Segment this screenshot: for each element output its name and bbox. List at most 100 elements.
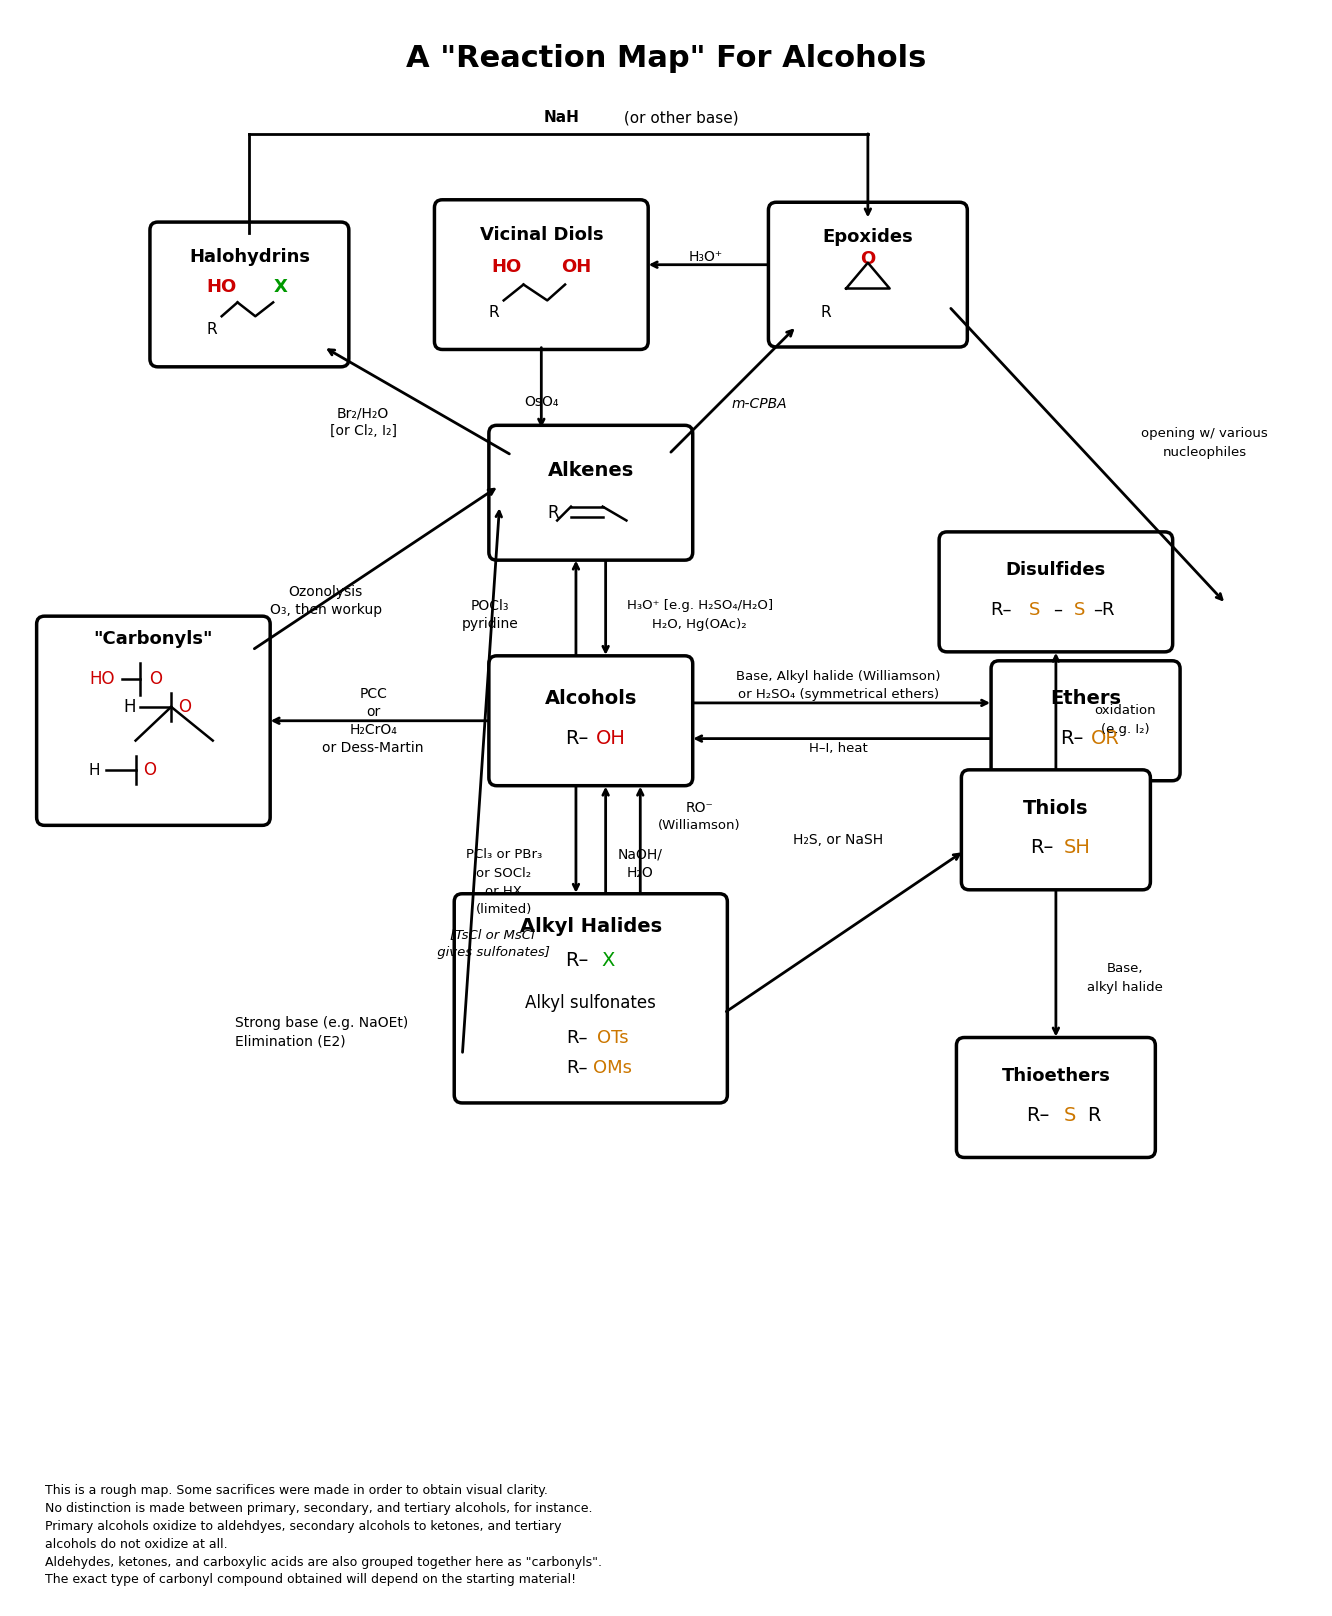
FancyBboxPatch shape [956, 1037, 1155, 1157]
Text: (e.g. I₂): (e.g. I₂) [1100, 724, 1150, 737]
Text: O: O [178, 698, 192, 716]
Text: Primary alcohols oxidize to aldehdyes, secondary alcohols to ketones, and tertia: Primary alcohols oxidize to aldehdyes, s… [44, 1519, 561, 1534]
Text: H: H [124, 698, 136, 716]
Text: R: R [206, 322, 217, 336]
Text: R–: R– [991, 601, 1012, 619]
Text: R–: R– [1031, 839, 1054, 856]
Text: Epoxides: Epoxides [822, 228, 914, 246]
Text: Base, Alkyl halide (Williamson): Base, Alkyl halide (Williamson) [737, 669, 940, 682]
Text: OsO₄: OsO₄ [523, 394, 558, 409]
Text: alcohols do not oxidize at all.: alcohols do not oxidize at all. [44, 1538, 228, 1551]
Text: OR: OR [1091, 729, 1120, 748]
Text: H₂O: H₂O [627, 866, 654, 881]
FancyBboxPatch shape [151, 221, 349, 367]
Text: H: H [88, 763, 100, 777]
Text: S: S [1063, 1105, 1076, 1125]
Text: m-CPBA: m-CPBA [731, 396, 787, 410]
Text: R–: R– [1060, 729, 1083, 748]
Text: R–: R– [1027, 1105, 1050, 1125]
Text: H₂O, Hg(OAc)₂: H₂O, Hg(OAc)₂ [653, 617, 747, 632]
Text: Halohydrins: Halohydrins [189, 247, 310, 265]
Text: NaOH/: NaOH/ [618, 848, 663, 861]
Text: POCl₃: POCl₃ [470, 600, 509, 612]
Text: R: R [547, 504, 559, 522]
Text: H₃O⁺ [e.g. H₂SO₄/H₂O]: H₃O⁺ [e.g. H₂SO₄/H₂O] [626, 600, 773, 612]
FancyBboxPatch shape [489, 656, 693, 785]
Text: R: R [1087, 1105, 1100, 1125]
Text: gives sulfonates]: gives sulfonates] [433, 947, 550, 960]
FancyBboxPatch shape [991, 661, 1180, 781]
Text: R–: R– [566, 1058, 587, 1076]
Text: "Carbonyls": "Carbonyls" [93, 630, 213, 648]
Text: PCl₃ or PBr₃: PCl₃ or PBr₃ [466, 848, 542, 861]
Text: Base,: Base, [1107, 962, 1143, 974]
FancyBboxPatch shape [37, 616, 270, 826]
Text: Br₂/H₂O: Br₂/H₂O [337, 406, 389, 420]
Text: A "Reaction Map" For Alcohols: A "Reaction Map" For Alcohols [406, 44, 926, 73]
Text: HO: HO [492, 257, 522, 276]
Text: O: O [143, 761, 156, 779]
Text: Alcohols: Alcohols [545, 690, 637, 708]
Text: oxidation: oxidation [1095, 705, 1156, 718]
Text: HO: HO [89, 671, 115, 688]
Text: (or other base): (or other base) [618, 110, 738, 126]
Text: Disulfides: Disulfides [1006, 561, 1106, 579]
Text: H₂S, or NaSH: H₂S, or NaSH [793, 832, 883, 847]
Text: opening w/ various: opening w/ various [1142, 427, 1268, 440]
Text: Ozonolysis: Ozonolysis [289, 585, 362, 600]
Text: Ethers: Ethers [1050, 690, 1122, 708]
Text: H₂CrO₄: H₂CrO₄ [349, 722, 397, 737]
FancyBboxPatch shape [454, 894, 727, 1104]
Text: No distinction is made between primary, secondary, and tertiary alcohols, for in: No distinction is made between primary, … [44, 1501, 591, 1514]
Text: Thiols: Thiols [1023, 798, 1088, 818]
Text: OTs: OTs [597, 1029, 629, 1047]
Text: PCC: PCC [360, 687, 388, 701]
Text: alkyl halide: alkyl halide [1087, 981, 1163, 994]
Text: or: or [366, 705, 380, 719]
Text: RO⁻: RO⁻ [686, 802, 714, 814]
Text: Alkyl Halides: Alkyl Halides [519, 918, 662, 936]
Text: H–I, heat: H–I, heat [809, 742, 867, 755]
Text: (limited): (limited) [476, 903, 531, 916]
Text: or HX: or HX [485, 886, 522, 898]
Text: –: – [1054, 601, 1063, 619]
Text: Alkyl sulfonates: Alkyl sulfonates [525, 994, 657, 1012]
Text: X: X [602, 952, 615, 970]
Text: R: R [821, 305, 831, 320]
Text: The exact type of carbonyl compound obtained will depend on the starting materia: The exact type of carbonyl compound obta… [44, 1574, 575, 1587]
Text: O: O [860, 250, 875, 268]
FancyBboxPatch shape [939, 532, 1172, 651]
Text: Elimination (E2): Elimination (E2) [234, 1034, 345, 1049]
Text: Aldehydes, ketones, and carboxylic acids are also grouped together here as "carb: Aldehydes, ketones, and carboxylic acids… [44, 1556, 602, 1569]
Text: or SOCl₂: or SOCl₂ [476, 866, 531, 881]
Text: R: R [489, 305, 500, 320]
Text: This is a rough map. Some sacrifices were made in order to obtain visual clarity: This is a rough map. Some sacrifices wer… [44, 1483, 547, 1496]
Text: R–: R– [566, 1029, 587, 1047]
Text: pyridine: pyridine [461, 617, 518, 630]
Text: [TsCl or MsCl: [TsCl or MsCl [449, 929, 534, 942]
Text: nucleophiles: nucleophiles [1163, 446, 1247, 459]
FancyBboxPatch shape [434, 200, 649, 349]
Text: R–: R– [565, 952, 589, 970]
Text: H₃O⁺: H₃O⁺ [689, 250, 723, 263]
Text: Strong base (e.g. NaOEt): Strong base (e.g. NaOEt) [234, 1016, 408, 1029]
Text: NaH: NaH [543, 110, 579, 126]
Text: O₃, then workup: O₃, then workup [269, 603, 382, 617]
Text: OMs: OMs [593, 1058, 633, 1076]
Text: OH: OH [595, 729, 626, 748]
FancyBboxPatch shape [769, 202, 967, 347]
Text: OH: OH [561, 257, 591, 276]
Text: or H₂SO₄ (symmetrical ethers): or H₂SO₄ (symmetrical ethers) [738, 688, 939, 701]
Text: R–: R– [565, 729, 589, 748]
FancyBboxPatch shape [489, 425, 693, 561]
Text: HO: HO [206, 278, 237, 296]
Text: X: X [274, 278, 288, 296]
Text: Vicinal Diols: Vicinal Diols [480, 226, 603, 244]
Text: (Williamson): (Williamson) [658, 819, 741, 832]
Text: SH: SH [1064, 839, 1091, 856]
Text: O: O [149, 671, 163, 688]
Text: –R: –R [1092, 601, 1114, 619]
Text: S: S [1028, 601, 1040, 619]
Text: S: S [1074, 601, 1086, 619]
Text: Alkenes: Alkenes [547, 462, 634, 480]
